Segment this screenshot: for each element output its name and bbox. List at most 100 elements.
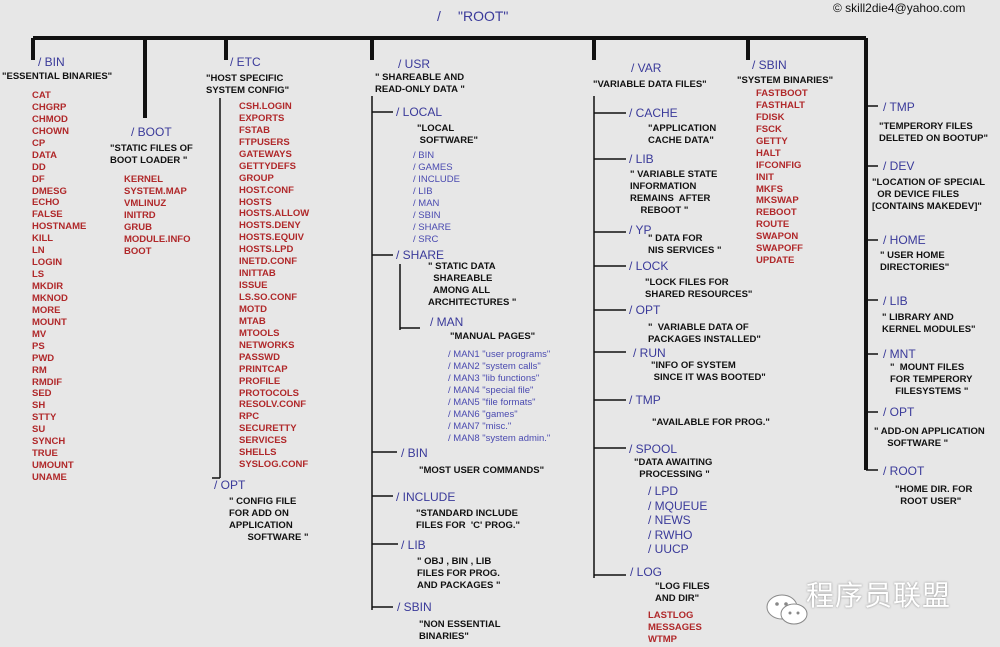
usr-share-label: / SHARE: [396, 248, 445, 262]
bin-file-item: SYNCH: [32, 436, 66, 448]
usr-local-subdir-item: / SBIN: [413, 209, 441, 221]
boot-file-list: KERNEL SYSTEM.MAP VMLINUZ INITRD GRUB MODULE.…: [124, 174, 191, 258]
root-label: "ROOT": [458, 8, 509, 24]
bin-file-item: TRUE: [32, 448, 58, 460]
bin-file-item: LN: [32, 245, 45, 257]
usr-sbin-desc: "NON ESSENTIAL BINARIES": [419, 619, 501, 642]
etc-file-item: SHELLS: [239, 447, 277, 459]
etc-file-item: SERVICES: [239, 435, 287, 447]
var-dir-desc: "VARIABLE DATA FILES": [593, 79, 707, 90]
var-run-label: / RUN: [633, 346, 666, 360]
etc-file-item: FSTAB: [239, 124, 270, 136]
boot-file-item: BOOT: [124, 245, 152, 257]
etc-file-item: PASSWD: [239, 351, 280, 363]
var-log-file-item: MESSAGES: [648, 621, 702, 633]
sbin-file-item: SWAPOFF: [756, 243, 803, 255]
usr-local-subdir-item: / BIN: [413, 150, 435, 161]
etc-file-item: INITTAB: [239, 268, 276, 280]
var-lib-desc: " VARIABLE STATE INFORMATION REMAINS AFT…: [630, 169, 718, 216]
boot-file-item: VMLINUZ: [124, 197, 167, 209]
var-spool-subdir-item: / RWHO: [648, 527, 693, 542]
sbin-file-item: IFCONFIG: [756, 159, 802, 171]
sbin-file-item: HALT: [756, 147, 781, 159]
var-cache-desc: "APPLICATION CACHE DATA": [648, 123, 717, 146]
var-yp-label: / YP: [629, 223, 652, 237]
var-log-label: / LOG: [630, 565, 663, 579]
etc-file-item: LS.SO.CONF: [239, 292, 298, 303]
root-subdir-label: / OPT: [883, 405, 915, 419]
usr-include-desc: "STANDARD INCLUDE FILES FOR 'C' PROG.": [416, 508, 521, 531]
etc-dir-desc: "HOST SPECIFIC SYSTEM CONFIG": [206, 73, 290, 96]
var-run-desc: "INFO OF SYSTEM SINCE IT WAS BOOTED": [651, 360, 766, 383]
root-subdir-desc: " MOUNT FILES FOR TEMPERORY FILESYSTEMS …: [890, 362, 973, 397]
watermark-text: 程序员联盟: [806, 580, 952, 611]
bin-file-item: DD: [32, 161, 46, 173]
bin-file-item: MOUNT: [32, 316, 67, 328]
bin-file-item: SED: [32, 388, 52, 400]
usr-man-section-item: / MAN4 "special file": [448, 384, 534, 396]
var-spool-subdir-item: / UUCP: [648, 542, 689, 556]
root-subdir-desc: " ADD-ON APPLICATION SOFTWARE ": [874, 426, 985, 449]
etc-file-item: RESOLV.CONF: [239, 399, 307, 411]
etc-opt-label: / OPT: [214, 478, 246, 492]
bin-file-item: RM: [32, 364, 47, 376]
usr-local-subdir-item: / MAN: [413, 197, 440, 209]
bin-file-item: UNAME: [32, 472, 67, 483]
root-subdir-label: / DEV: [883, 159, 915, 173]
root-subdir-label: / MNT: [883, 347, 916, 361]
etc-file-item: HOSTS.DENY: [239, 220, 301, 232]
root-subdir-desc: "TEMPERORY FILES DELETED ON BOOTUP": [879, 121, 989, 144]
etc-file-item: HOSTS.EQUIV: [239, 232, 304, 244]
sbin-file-item: INIT: [756, 171, 774, 183]
etc-dir-label: / ETC: [230, 55, 261, 69]
var-opt-label: / OPT: [629, 303, 661, 317]
bin-file-item: CP: [32, 137, 46, 149]
etc-file-item: MOTD: [239, 303, 267, 315]
etc-file-item: PROTOCOLS: [239, 387, 299, 399]
etc-file-item: INETD.CONF: [239, 256, 298, 268]
usr-man-section-item: / MAN2 "system calls": [448, 360, 541, 372]
usr-lib-desc: " OBJ , BIN , LIB FILES FOR PROG. AND PA…: [417, 556, 501, 591]
sbin-file-item: SWAPON: [756, 231, 799, 243]
var-lock-label: / LOCK: [629, 259, 669, 273]
bin-file-item: SH: [32, 400, 46, 412]
var-spool-subdir-item: / MQUEUE: [648, 498, 708, 513]
boot-file-item: INITRD: [124, 209, 156, 221]
bin-file-item: CHOWN: [32, 125, 69, 137]
bin-file-item: DATA: [32, 149, 57, 161]
bin-file-item: PWD: [32, 352, 55, 364]
root-subdir-label: / ROOT: [883, 464, 925, 478]
bin-file-item: MV: [32, 328, 47, 340]
etc-file-item: SECURETTY: [239, 423, 297, 435]
boot-file-item: SYSTEM.MAP: [124, 185, 187, 197]
sbin-file-item: ROUTE: [756, 219, 790, 231]
usr-man-section-list: / MAN1 "user programs" / MAN2 "system cal…: [448, 349, 550, 445]
bin-dir-desc: "ESSENTIAL BINARIES": [2, 71, 113, 82]
bin-file-item: KILL: [32, 233, 54, 245]
var-spool-subdir-item: / NEWS: [648, 513, 691, 527]
etc-file-item: HOST.CONF: [239, 184, 294, 196]
sbin-file-item: FSCK: [756, 123, 782, 135]
bin-file-list: CAT CHGRP CHMOD CHOWN CP DATA DD DF DMESG ECHO FAL…: [32, 90, 86, 484]
var-dir-label: / VAR: [631, 61, 662, 75]
usr-dir-label: / USR: [398, 57, 431, 71]
root-slash: /: [437, 8, 441, 24]
etc-file-item: CSH.LOGIN: [239, 101, 292, 112]
usr-bin-desc: "MOST USER COMMANDS": [419, 465, 545, 476]
usr-bin-label: / BIN: [401, 446, 428, 460]
usr-man-section-item: / MAN3 "lib functions": [448, 372, 540, 384]
bin-file-item: HOSTNAME: [32, 221, 87, 233]
etc-file-item: PRINTCAP: [239, 363, 288, 375]
sbin-file-item: GETTY: [756, 135, 788, 147]
root-subdir-desc: " USER HOME DIRECTORIES": [880, 250, 950, 273]
var-opt-desc: " VARIABLE DATA OF PACKAGES INSTALLED": [648, 322, 761, 345]
usr-local-subdir-item: / LIB: [413, 185, 433, 197]
root-subdir-desc: "HOME DIR. FOR ROOT USER": [895, 484, 973, 507]
etc-file-item: HOSTS.LPD: [239, 244, 294, 256]
boot-file-item: GRUB: [124, 221, 152, 233]
var-spool-subdir-item: / LPD: [648, 484, 679, 498]
bin-file-item: DMESG: [32, 185, 67, 197]
usr-sbin-label: / SBIN: [397, 600, 432, 614]
bin-file-item: FALSE: [32, 209, 63, 221]
